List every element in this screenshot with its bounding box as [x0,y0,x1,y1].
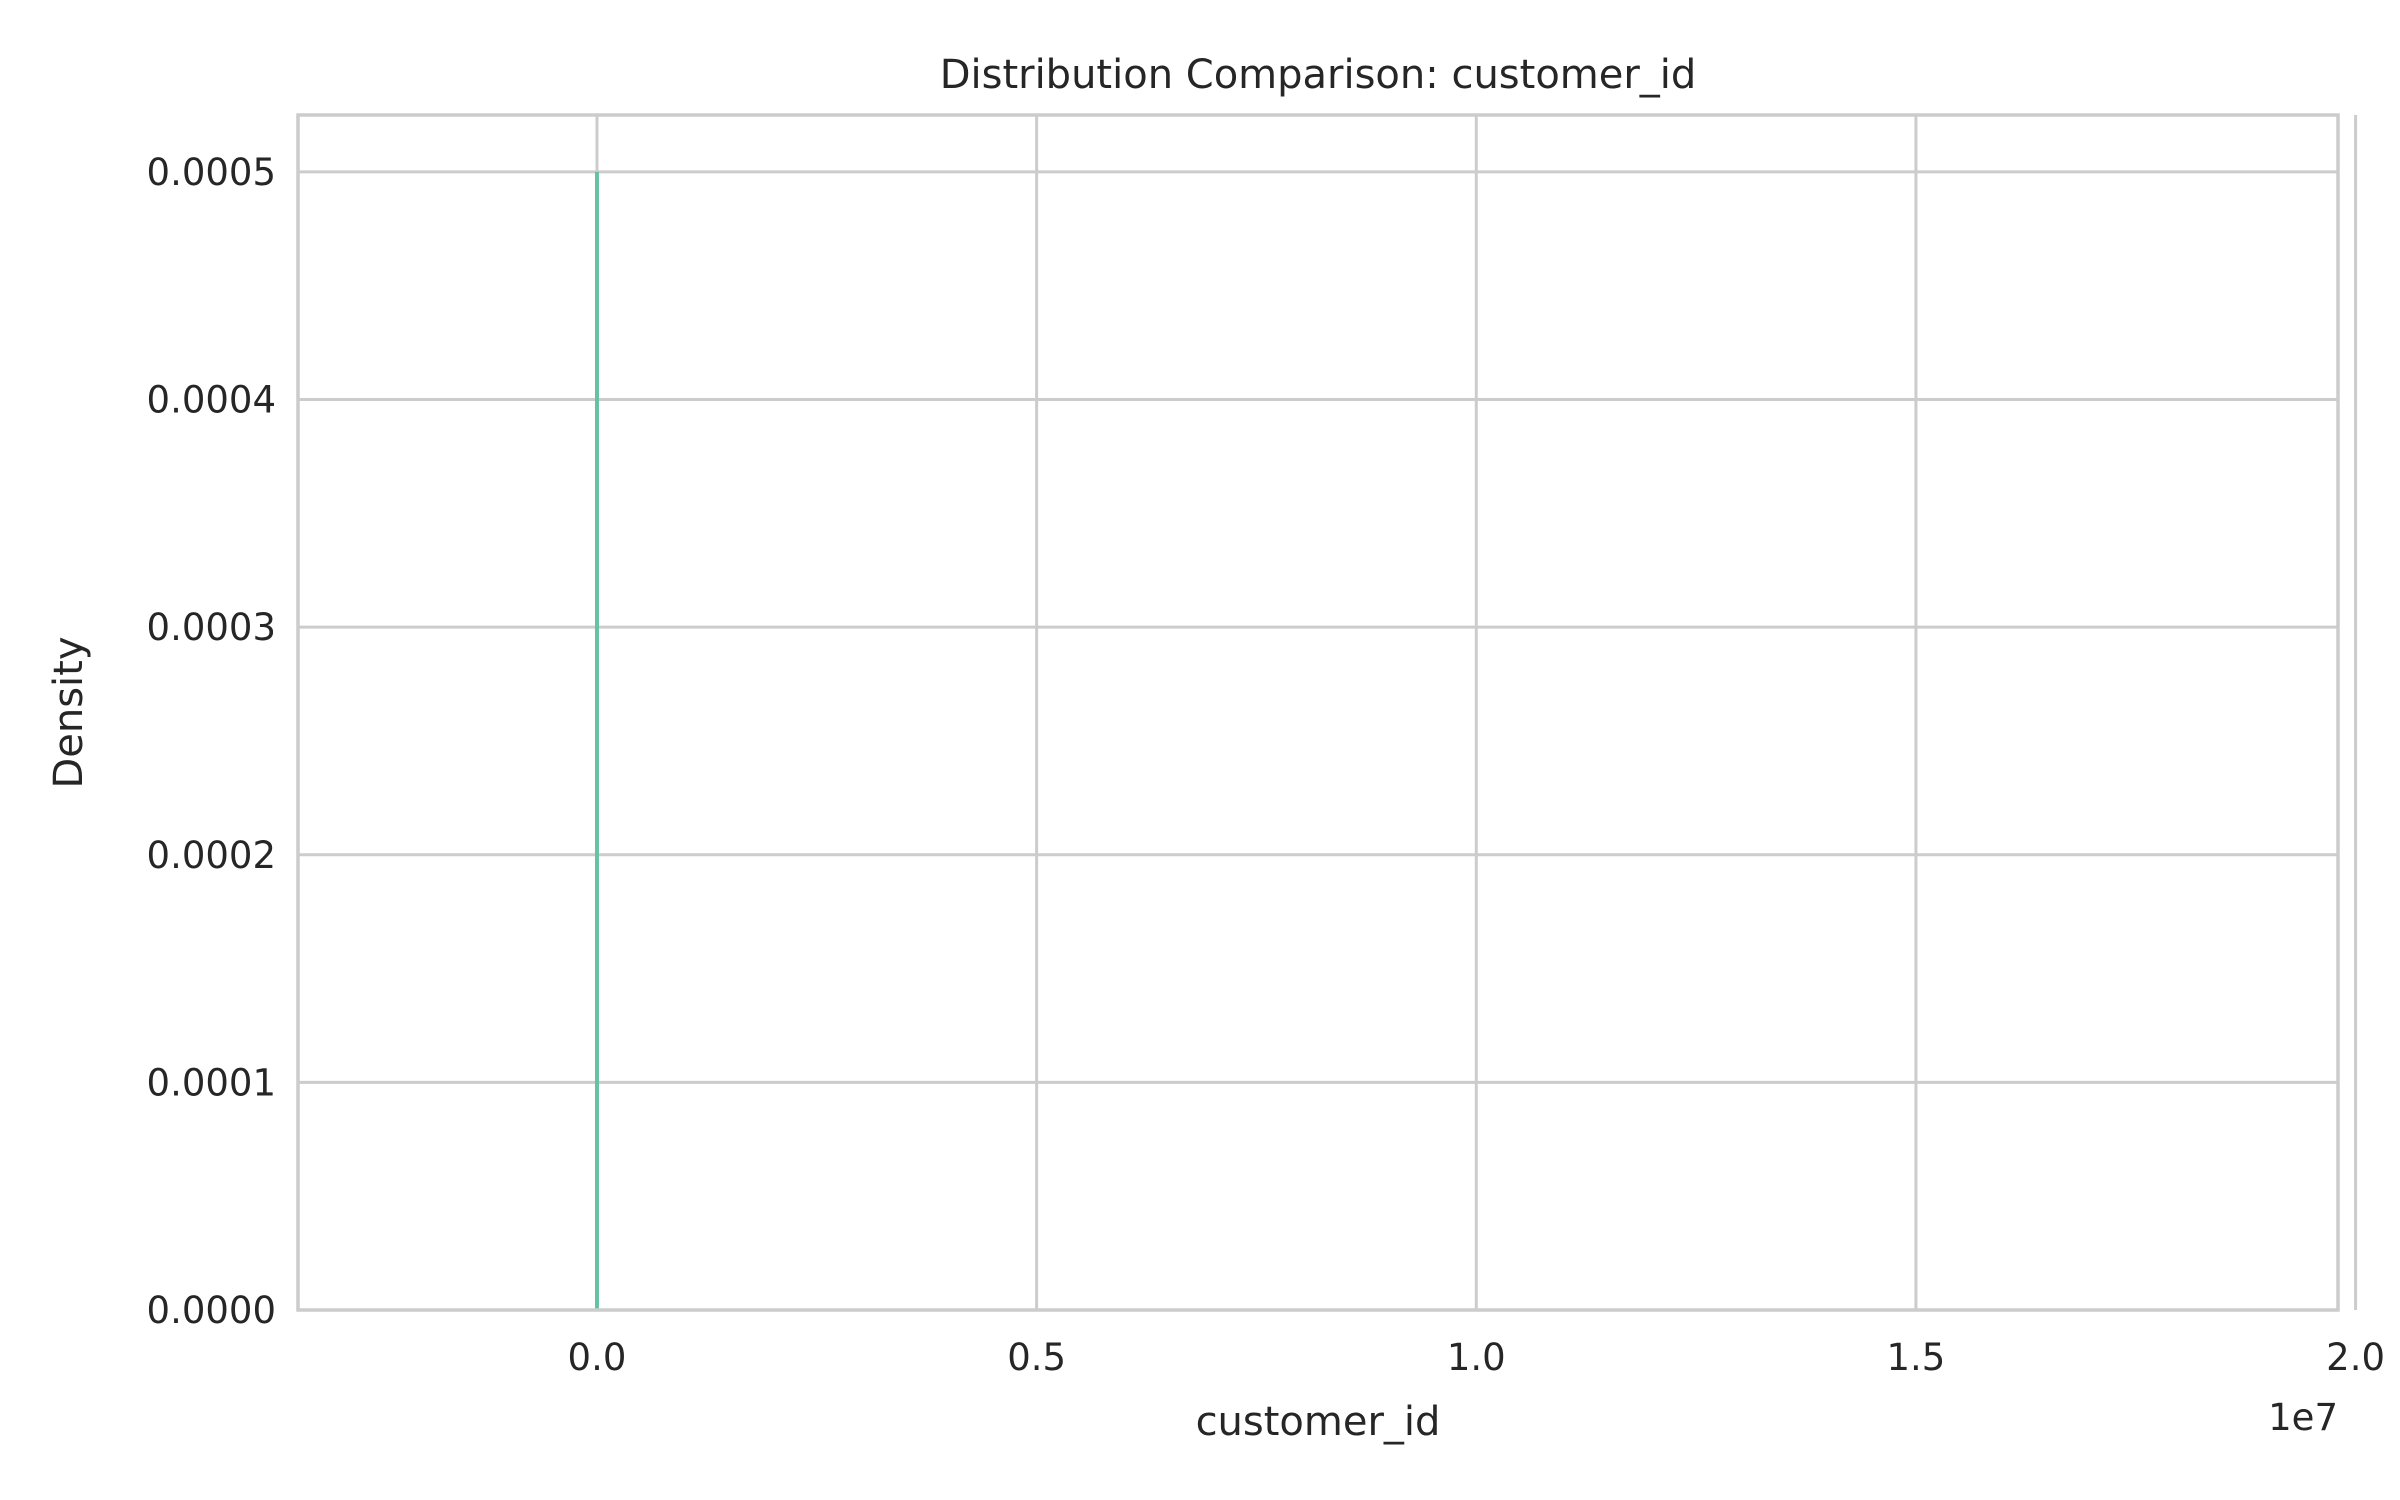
y-tick-label: 0.0004 [147,379,276,422]
y-tick-label: 0.0001 [147,1061,276,1104]
y-tick-labels: 0.0000 0.0001 0.0002 0.0003 0.0004 0.0005 [147,151,276,1332]
plot-frame [296,113,2340,1312]
x-tick-label: 1.5 [1887,1336,1946,1379]
chart-title: Distribution Comparison: customer_id [940,52,1697,98]
grid-layer [298,115,2358,1312]
y-axis-label: Density [46,636,92,788]
x-axis-label: customer_id [1196,1399,1441,1445]
x-tick-label: 2.0 [2326,1336,2385,1379]
x-tick-label: 0.5 [1007,1336,1066,1379]
x-tick-label: 0.0 [568,1336,627,1379]
y-tick-label: 0.0005 [147,151,276,194]
x-tick-labels: 0.0 0.5 1.0 1.5 2.0 [568,1336,2385,1379]
y-tick-label: 0.0002 [147,834,276,877]
x-axis-offset-label: 1e7 [2268,1396,2338,1439]
x-tick-label: 1.0 [1447,1336,1506,1379]
y-tick-label: 0.0000 [147,1289,276,1332]
y-tick-label: 0.0003 [147,606,276,649]
